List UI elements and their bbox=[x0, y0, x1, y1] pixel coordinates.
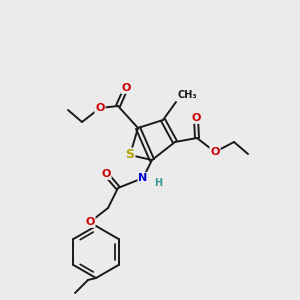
Text: N: N bbox=[138, 173, 148, 183]
Text: O: O bbox=[191, 113, 201, 123]
Text: H: H bbox=[154, 178, 162, 188]
Text: O: O bbox=[85, 217, 95, 227]
Text: O: O bbox=[210, 147, 220, 157]
Text: S: S bbox=[125, 148, 134, 161]
Text: O: O bbox=[121, 83, 131, 93]
Text: O: O bbox=[101, 169, 111, 179]
Text: O: O bbox=[95, 103, 105, 113]
Text: CH₃: CH₃ bbox=[178, 90, 198, 100]
